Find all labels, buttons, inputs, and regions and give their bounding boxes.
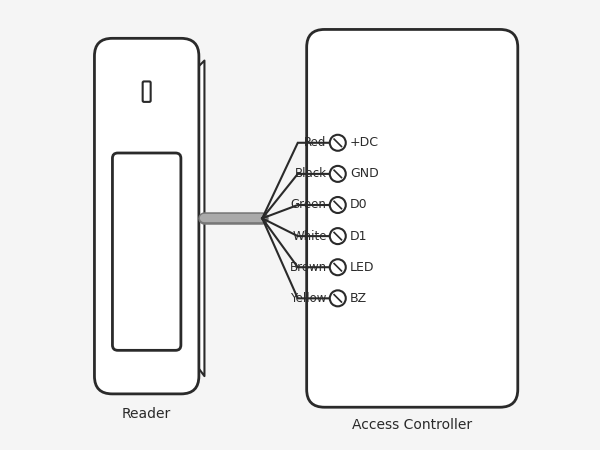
Circle shape bbox=[330, 290, 346, 306]
Circle shape bbox=[330, 135, 346, 151]
Text: Brown: Brown bbox=[290, 261, 326, 274]
Text: White: White bbox=[292, 230, 326, 243]
Text: LED: LED bbox=[350, 261, 374, 274]
FancyBboxPatch shape bbox=[112, 153, 181, 351]
FancyBboxPatch shape bbox=[94, 38, 199, 394]
Circle shape bbox=[330, 228, 346, 244]
Text: GND: GND bbox=[350, 167, 379, 180]
Text: Yellow: Yellow bbox=[290, 292, 326, 305]
Text: +DC: +DC bbox=[350, 136, 379, 149]
FancyBboxPatch shape bbox=[307, 29, 518, 407]
Polygon shape bbox=[191, 61, 205, 376]
Text: Reader: Reader bbox=[122, 407, 171, 421]
Circle shape bbox=[330, 197, 346, 213]
FancyBboxPatch shape bbox=[143, 81, 151, 102]
Text: Red: Red bbox=[304, 136, 326, 149]
Text: Access Controller: Access Controller bbox=[352, 418, 472, 432]
Text: Green: Green bbox=[291, 198, 326, 211]
Text: Black: Black bbox=[295, 167, 326, 180]
Text: D1: D1 bbox=[350, 230, 367, 243]
Text: BZ: BZ bbox=[350, 292, 367, 305]
Circle shape bbox=[330, 166, 346, 182]
Circle shape bbox=[330, 259, 346, 275]
Text: D0: D0 bbox=[350, 198, 367, 211]
